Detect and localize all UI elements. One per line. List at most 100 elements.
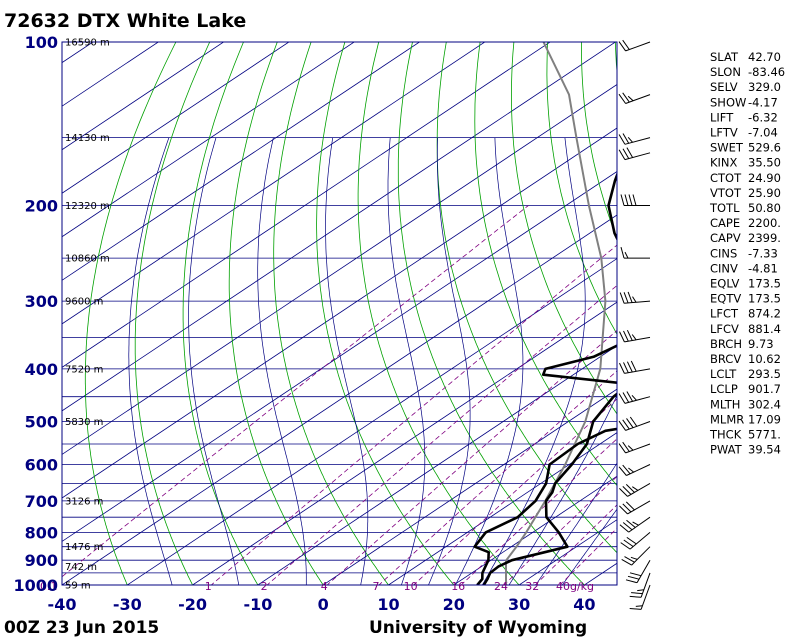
data-source: University of Wyoming (369, 618, 587, 638)
wind-barb (619, 483, 650, 496)
wind-barb-flag (628, 468, 633, 472)
temperature-trace (484, 42, 745, 585)
index-label: MLMR (710, 412, 744, 426)
index-value: -6.32 (748, 110, 778, 124)
station-title: 72632 DTX White Lake (4, 10, 246, 32)
temperature-tick-label: 0 (318, 595, 329, 614)
wind-barb-flag (637, 590, 644, 591)
index-label: EQTV (710, 292, 741, 306)
wind-barb-flag (625, 195, 628, 206)
pressure-tick-label: 900 (25, 551, 58, 570)
wind-barb (619, 93, 650, 104)
height-label: 742 m (65, 562, 97, 573)
index-value: 17.09 (748, 412, 781, 426)
wind-barb-flag (627, 362, 632, 372)
dry-adiabat-line (135, 17, 221, 596)
wind-barb-flag (628, 446, 633, 451)
index-label: EQLV (710, 277, 739, 291)
wind-barb (619, 392, 650, 404)
wind-barb (619, 417, 650, 430)
dry-adiabat-line (475, 17, 728, 596)
index-value: 293.5 (748, 367, 781, 381)
index-label: LFCT (710, 307, 739, 321)
index-label: TOTL (709, 201, 740, 215)
wind-barb-flag (628, 576, 639, 579)
temperature-tick-label: 20 (443, 595, 465, 614)
wind-barb-flag (633, 522, 639, 525)
index-label: SELV (710, 80, 738, 94)
dry-adiabat-line (274, 17, 398, 596)
temperature-tick-label: 10 (377, 595, 399, 614)
wind-barb-flag (628, 137, 632, 142)
wind-barb-staff (628, 501, 651, 514)
isotherm-line (110, 17, 800, 596)
wind-barb-flag (632, 395, 637, 400)
index-value: -4.81 (748, 261, 778, 275)
index-value: 50.80 (748, 201, 781, 215)
index-value: 2200. (748, 216, 781, 230)
wind-barb-staff (626, 444, 650, 453)
wind-barb-flag (632, 335, 636, 340)
wind-barb (620, 517, 650, 532)
mixing-ratio-label: 16 (451, 580, 465, 593)
wind-barb-staff (632, 547, 650, 565)
wind-barb-flag (620, 293, 624, 304)
temperature-tick-label: 30 (508, 595, 530, 614)
moist-adiabat-line (258, 138, 307, 597)
mixing-ratio-label: 7 (373, 580, 380, 593)
temperature-tick-label: -10 (243, 595, 272, 614)
mixing-ratio-label: 32 (525, 580, 539, 593)
temperature-tick-label: -30 (113, 595, 142, 614)
index-label: SWET (710, 141, 744, 155)
index-value: -7.04 (748, 126, 778, 140)
height-label: 10860 m (65, 254, 110, 265)
index-label: LFTV (710, 126, 738, 140)
index-label: PWAT (710, 443, 743, 457)
wind-barb-flag (631, 361, 636, 371)
mixing-ratio-label: 1 (205, 580, 212, 593)
index-label: CINS (710, 246, 737, 260)
wind-barb-flag (632, 487, 638, 491)
background-grid (0, 17, 800, 596)
index-label: LCLT (710, 367, 737, 381)
height-label: 12320 m (65, 201, 110, 212)
wind-barbs (619, 40, 650, 609)
temperature-tick-label: 40 (573, 595, 595, 614)
index-label: CTOT (710, 171, 742, 185)
wind-barb (620, 330, 651, 342)
wind-barb-staff (625, 153, 650, 160)
wind-barb (619, 148, 650, 160)
wind-barb-flag (621, 195, 624, 206)
mixing-ratio-label: 10 (404, 580, 418, 593)
wind-barb-flag (627, 330, 632, 340)
index-label: VTOT (710, 186, 742, 200)
pressure-tick-label: 300 (25, 292, 58, 311)
wind-barb (619, 465, 650, 476)
height-label: 9600 m (65, 297, 103, 308)
mixing-ratio-line (198, 206, 665, 597)
wind-barb-staff (626, 95, 650, 104)
wind-barb-flag (633, 195, 636, 206)
index-value: 42.70 (748, 50, 781, 64)
index-value: 329.0 (748, 80, 781, 94)
index-label: LFCV (710, 322, 739, 336)
wind-barb-flag (630, 596, 641, 597)
height-label: 1476 m (65, 542, 103, 553)
index-label: THCK (709, 428, 742, 442)
index-label: CAPV (710, 231, 741, 245)
index-value: -83.46 (748, 65, 785, 79)
pressure-tick-label: 100 (25, 33, 58, 52)
index-value: 173.5 (748, 292, 781, 306)
mixing-ratio-label: 24 (494, 580, 508, 593)
moist-adiabat-line (189, 138, 241, 597)
pressure-tick-label: 600 (25, 456, 58, 475)
wind-barb-flag (620, 363, 625, 373)
dry-adiabat-line (779, 17, 800, 596)
wind-barb (619, 501, 650, 514)
wind-barb-staff (628, 483, 651, 496)
index-value: 24.90 (748, 171, 781, 185)
height-label: 59 m (65, 581, 91, 592)
wind-barb (620, 361, 651, 373)
wind-barb-flag (625, 252, 628, 258)
